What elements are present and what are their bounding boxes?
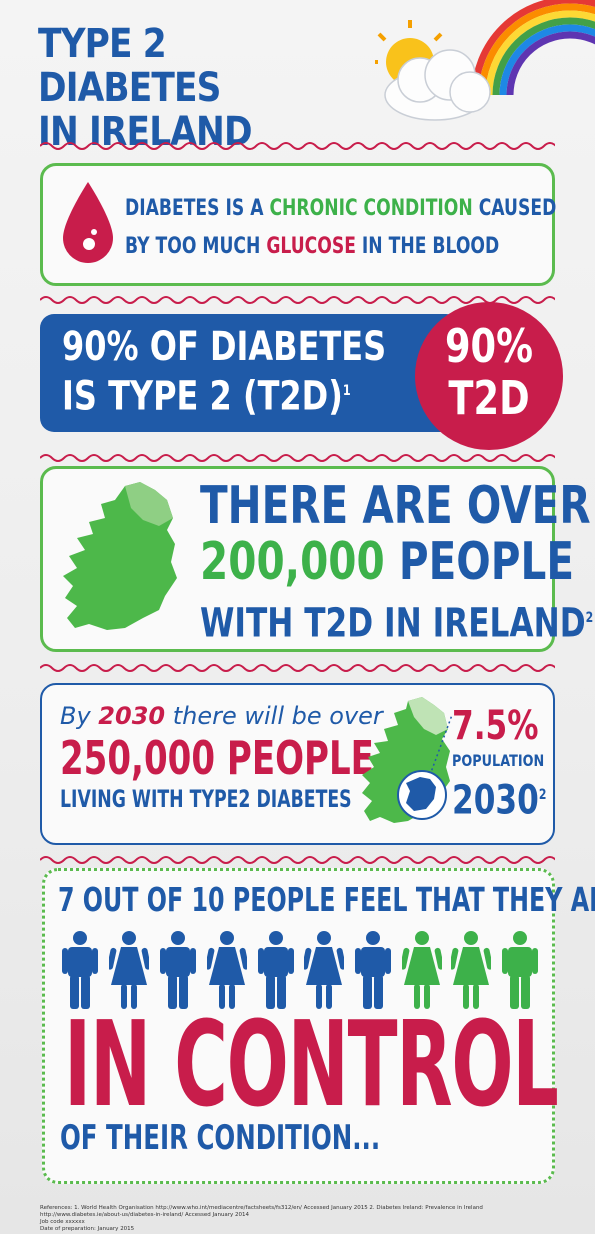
in-control-panel [42,868,555,1184]
in-control-headline-text: 7 OUT OF 10 PEOPLE FEEL THAT THEY ARE [58,880,595,919]
projection-line-3: LIVING WITH TYPE2 DIABETES [60,785,352,813]
rainbow-sun-cloud-illustration [375,0,595,121]
in-control-banner: IN CONTROL [64,995,559,1133]
text-segment: IN THE BLOOD [355,234,500,259]
ireland-line-3-text: WITH T2D IN IRELAND [200,600,586,647]
text-segment: BY TOO MUCH [125,234,267,259]
wavy-divider [40,142,555,150]
text-segment: CAUSED [472,196,557,221]
projection-line-2: 250,000 PEOPLE [60,731,374,785]
ireland-count-number: 200,000 [200,532,385,592]
population-percent: 7.5% [452,703,539,749]
in-control-text: IN CONTROL [64,995,559,1133]
projection-year: 2030 [98,702,166,730]
female-person-icon [108,931,149,1009]
type2-line-1: 90% OF DIABETES [62,324,387,370]
reference-marker: 2 [538,787,547,803]
ireland-line-2: 200,000 PEOPLE [200,532,574,592]
population-stat: 7.5% POPULATION 20302 [452,703,552,822]
ireland-map-with-inset-icon [362,697,453,823]
chronic-condition-highlight: CHRONIC CONDITION [269,196,473,221]
glucose-highlight: GLUCOSE [266,234,356,259]
ireland-line-1: THERE ARE OVER [200,476,591,536]
female-person-icon [206,931,247,1009]
text-segment: DIABETES IS A [125,196,270,221]
references-text: References: 1. World Health Organisation… [40,1205,483,1218]
job-code: Job code xxxxxx [40,1219,85,1225]
projection-number: 250,000 [60,731,216,785]
title-line-1: TYPE 2 DIABETES [38,21,221,111]
type2-line-2: IS TYPE 2 (T2D)1 [62,369,351,420]
wavy-divider [40,856,555,864]
population-year: 20302 [452,773,546,822]
male-person-icon [355,931,392,1009]
female-person-icon [402,931,443,1009]
rainbow-icon [471,0,595,96]
condition-line-text: OF THEIR CONDITION... [60,1118,381,1158]
t2d-badge-circle [415,302,563,450]
chronic-condition-panel [40,163,555,286]
text-segment: there will be over [165,702,383,730]
chronic-line-2: BY TOO MUCH GLUCOSE IN THE BLOOD [125,228,499,266]
people-pictogram-row [60,930,540,1010]
t2d-badge-label: T2D [448,371,530,425]
projection-line-1: By 2030 there will be over [60,700,383,732]
preparation-date: Date of preparation: January 2015 [40,1226,135,1232]
male-person-icon [501,931,538,1009]
page-title: TYPE 2 DIABETES IN IRELAND [38,22,368,154]
female-person-icon [451,931,491,1009]
chronic-condition-text: DIABETES IS A CHRONIC CONDITION CAUSED B… [125,190,556,266]
reference-marker: 2 [585,610,594,626]
condition-line: OF THEIR CONDITION... [60,1118,540,1158]
references: References: 1. World Health Organisation… [40,1205,560,1233]
wavy-divider [40,454,555,462]
female-person-icon [304,931,345,1009]
type2-line-2-text: IS TYPE 2 (T2D) [62,373,343,420]
projection-2030-panel [40,683,555,845]
ireland-count-text: THERE ARE OVER 200,000 PEOPLE WITH T2D I… [200,476,593,651]
population-year-text: 2030 [452,777,539,824]
text-segment: PEOPLE [384,532,575,592]
t2d-badge-percent: 90% [444,319,534,373]
text-segment: PEOPLE [215,731,374,785]
population-label: POPULATION [452,751,545,770]
male-person-icon [159,931,196,1009]
male-person-icon [257,931,294,1009]
ireland-map-icon [63,482,177,630]
reference-marker: 1 [342,383,351,399]
cloud-icon [384,49,491,121]
type2-share-text: 90% OF DIABETES IS TYPE 2 (T2D)1 [62,325,422,418]
text-segment: By [60,702,99,730]
type2-share-banner [40,314,460,432]
male-person-icon [62,931,98,1009]
projection-2030-text: By 2030 there will be over 250,000 PEOPL… [60,700,383,814]
chronic-line-1: DIABETES IS A CHRONIC CONDITION CAUSED [125,190,556,228]
blood-drop-icon [63,182,113,263]
ireland-line-3: WITH T2D IN IRELAND2 [200,590,593,651]
title-line-2: IN IRELAND [38,109,253,155]
wavy-divider [40,296,555,304]
in-control-headline: 7 OUT OF 10 PEOPLE FEEL THAT THEY ARE [58,880,595,920]
t2d-badge: 90% T2D [415,320,563,424]
wavy-divider [40,664,555,672]
